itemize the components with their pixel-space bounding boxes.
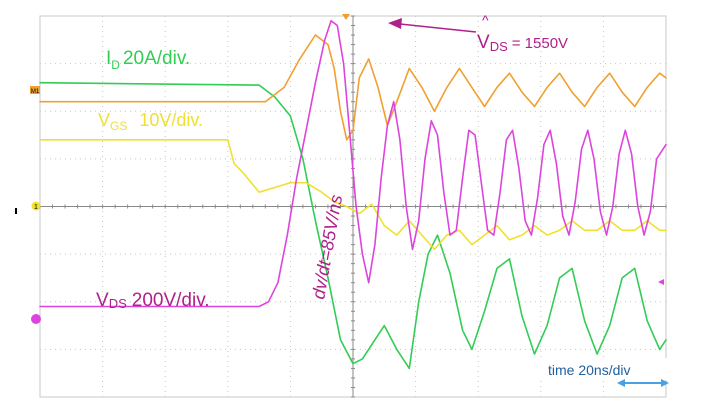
grid xyxy=(39,15,667,398)
trigger-marker xyxy=(342,14,350,20)
timebase-box xyxy=(540,358,668,380)
trace-vgs xyxy=(39,139,667,251)
vds-label: VDS 200V/div. xyxy=(96,290,210,311)
traces xyxy=(39,20,667,370)
trace-vds xyxy=(39,20,667,308)
channel-markers: 1 M1 xyxy=(15,14,664,324)
ground-marker-m1 xyxy=(30,86,40,94)
trace-id-orange xyxy=(39,34,667,141)
peak-label: VDS = 1550V xyxy=(477,32,568,54)
slope-annotation: dv/dt=85V/ns xyxy=(308,193,346,300)
ground-marker-1 xyxy=(31,201,41,211)
id-label: ID 20A/div. xyxy=(106,48,190,72)
timebase-arrow xyxy=(617,379,669,387)
peak-arrow-line xyxy=(399,23,477,33)
vds-ground-marker xyxy=(31,314,41,324)
peak-arrow-head xyxy=(388,18,402,29)
ground-marker-1-label: 1 xyxy=(34,204,38,211)
trace-id xyxy=(39,81,667,370)
vgs-label: VGS 10V/div. xyxy=(98,110,203,133)
peak-hat: ^ xyxy=(482,12,489,28)
ground-marker-m1-label: M1 xyxy=(31,89,40,95)
vds-level-marker xyxy=(658,279,664,285)
timebase-label: time 20ns/div xyxy=(548,362,630,378)
vds-peak-annotation: ^ VDS = 1550V xyxy=(388,12,568,54)
